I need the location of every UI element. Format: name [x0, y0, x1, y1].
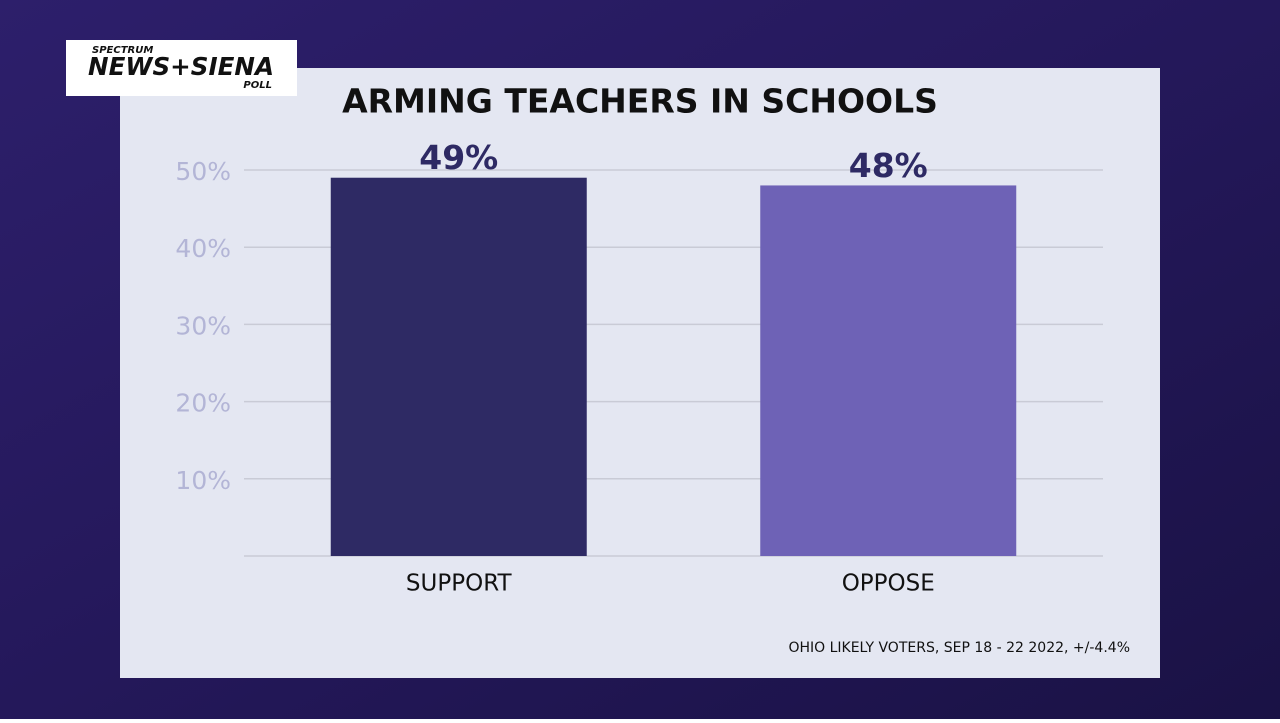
- y-tick-label: 50%: [175, 157, 231, 186]
- logo-top: SPECTRUM: [92, 45, 153, 56]
- y-tick-label: 10%: [175, 466, 231, 495]
- y-tick-label: 30%: [175, 311, 231, 340]
- y-tick-label: 40%: [175, 234, 231, 263]
- logo-bottom: POLL: [243, 80, 272, 91]
- footnote: OHIO LIKELY VOTERS, SEP 18 - 22 2022, +/…: [788, 640, 1130, 656]
- chart-title: ARMING TEACHERS IN SCHOOLS: [342, 82, 938, 121]
- bar: [330, 177, 587, 556]
- value-label: 48%: [849, 146, 928, 185]
- x-tick-label: OPPOSE: [842, 571, 935, 597]
- y-tick-label: 20%: [175, 389, 231, 418]
- value-label: 49%: [419, 138, 498, 177]
- x-tick-label: SUPPORT: [406, 571, 513, 597]
- logo-box: [66, 40, 297, 96]
- bar: [760, 185, 1017, 556]
- logo-main: NEWS+SIENA: [88, 52, 274, 81]
